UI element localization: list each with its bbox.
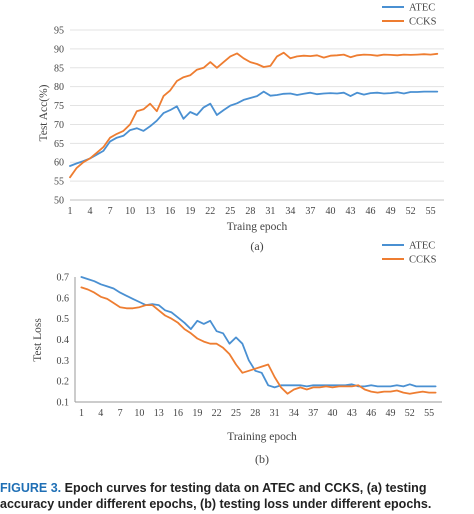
- caption-text-1: Epoch curves for testing data on ATEC an…: [64, 481, 427, 495]
- a-x-tick-label: 16: [165, 206, 175, 217]
- a-x-tick-label: 49: [386, 206, 396, 217]
- figure-canvas: 50 55 60 65 70 75 80 85 90 95 1 4 7 10 13 16 19 22 25 28 31…: [32, 3, 444, 466]
- a-y-tick-label: 75: [54, 101, 64, 112]
- a-x-tick-label: 40: [325, 206, 335, 217]
- chart-a-gridlines: [70, 29, 444, 201]
- a-x-tick-label: 37: [305, 206, 315, 217]
- b-x-tick-label: 1: [79, 408, 84, 419]
- a-y-tick-label: 85: [54, 63, 64, 74]
- a-y-tick-label: 95: [54, 26, 64, 37]
- a-legend-label-ccks: CCKS: [409, 17, 437, 28]
- b-x-tick-label: 19: [192, 408, 202, 419]
- b-x-tick-label: 37: [308, 408, 318, 419]
- chart-a-y-tick-labels: 50 55 60 65 70 75 80 85 90 95: [54, 26, 64, 207]
- chart-b: 0.1 0.2 0.3 0.4 0.5 0.6 0.7 1 4 7 10 13 16 19 22 25 28 3…: [32, 241, 442, 466]
- b-x-tick-label: 13: [154, 408, 164, 419]
- a-x-tick-label: 4: [88, 206, 93, 217]
- chart-b-y-tick-labels: 0.1 0.2 0.3 0.4 0.5 0.6 0.7: [57, 273, 70, 409]
- a-x-tick-label: 34: [285, 206, 295, 217]
- chart-b-panel-label: (b): [255, 452, 269, 466]
- b-x-tick-label: 34: [289, 408, 299, 419]
- chart-a-y-axis-label: Test Acc(%): [38, 84, 50, 141]
- chart-a-legend: ATEC CCKS: [382, 3, 437, 28]
- chart-a-x-tick-labels: 1 4 7 10 13 16 19 22 25 28 31 34 37 40 43 46 49 52 55: [68, 206, 436, 217]
- b-x-tick-label: 52: [405, 408, 415, 419]
- b-y-tick-label: 0.1: [57, 398, 70, 409]
- caption-line-2: accuracy under different epochs, (b) tes…: [0, 497, 432, 511]
- b-x-tick-label: 28: [250, 408, 260, 419]
- caption-line-1: FIGURE 3. Epoch curves for testing data …: [0, 480, 474, 496]
- a-x-tick-label: 28: [245, 206, 255, 217]
- a-x-tick-label: 25: [225, 206, 235, 217]
- figure-caption: FIGURE 3. Epoch curves for testing data …: [0, 480, 474, 512]
- b-series-line-ccks: [80, 286, 437, 395]
- a-x-tick-label: 52: [406, 206, 416, 217]
- chart-a-panel-label: (a): [250, 239, 263, 253]
- b-x-tick-label: 4: [98, 408, 103, 419]
- b-x-tick-label: 40: [328, 408, 338, 419]
- a-x-tick-label: 31: [265, 206, 275, 217]
- b-y-tick-label: 0.4: [57, 335, 70, 346]
- chart-a: 50 55 60 65 70 75 80 85 90 95 1 4 7 10 13 16 19 22 25 28 31…: [38, 3, 444, 253]
- b-x-tick-label: 43: [347, 408, 357, 419]
- b-x-tick-label: 25: [231, 408, 241, 419]
- a-x-tick-label: 7: [108, 206, 113, 217]
- a-series-line-atec: [69, 90, 439, 167]
- a-y-tick-label: 50: [54, 196, 64, 207]
- b-x-tick-label: 16: [173, 408, 183, 419]
- a-y-tick-label: 55: [54, 177, 64, 188]
- b-y-tick-label: 0.3: [57, 356, 70, 367]
- chart-b-y-axis-label: Test Loss: [32, 318, 44, 362]
- a-x-tick-label: 13: [145, 206, 155, 217]
- chart-b-x-tick-labels: 1 4 7 10 13 16 19 22 25 28 31 34 37 40 43 46 49 52 55: [79, 408, 434, 419]
- chart-a-series: [69, 51, 439, 179]
- b-x-tick-label: 55: [424, 408, 434, 419]
- a-x-tick-label: 46: [366, 206, 376, 217]
- b-x-tick-label: 49: [385, 408, 395, 419]
- a-x-tick-label: 55: [426, 206, 436, 217]
- a-y-tick-label: 65: [54, 139, 64, 150]
- caption-label: FIGURE 3.: [0, 481, 62, 495]
- a-legend-label-atec: ATEC: [409, 3, 435, 14]
- a-series-line-ccks: [69, 51, 439, 179]
- b-y-tick-label: 0.6: [57, 293, 70, 304]
- b-x-tick-label: 31: [270, 408, 280, 419]
- a-x-tick-label: 10: [125, 206, 135, 217]
- chart-b-axes: [74, 277, 442, 403]
- b-legend-label-atec: ATEC: [409, 241, 435, 252]
- b-x-tick-label: 22: [212, 408, 222, 419]
- b-x-tick-label: 10: [134, 408, 144, 419]
- chart-b-x-axis-label: Training epoch: [227, 431, 297, 443]
- chart-b-legend: ATEC CCKS: [382, 241, 437, 266]
- a-x-tick-label: 22: [205, 206, 215, 217]
- a-y-tick-label: 60: [54, 158, 64, 169]
- a-y-tick-label: 90: [54, 44, 64, 55]
- a-x-tick-label: 1: [68, 206, 73, 217]
- a-y-tick-label: 70: [54, 120, 64, 131]
- a-x-tick-label: 19: [185, 206, 195, 217]
- b-x-tick-label: 46: [366, 408, 376, 419]
- chart-a-x-axis-label: Traing epoch: [227, 221, 288, 233]
- b-legend-label-ccks: CCKS: [409, 255, 437, 266]
- a-x-tick-label: 43: [346, 206, 356, 217]
- b-series-line-atec: [80, 276, 437, 389]
- b-y-tick-label: 0.7: [57, 273, 70, 284]
- b-x-tick-label: 7: [118, 408, 123, 419]
- chart-b-series: [80, 276, 437, 395]
- b-y-tick-label: 0.5: [57, 314, 70, 325]
- b-y-tick-label: 0.2: [57, 377, 70, 388]
- a-y-tick-label: 80: [54, 82, 64, 93]
